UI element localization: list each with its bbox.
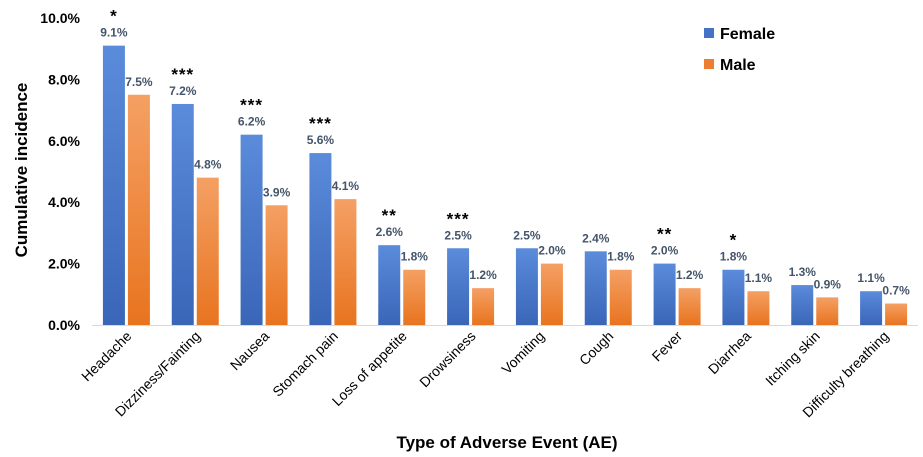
bar-female xyxy=(584,251,607,325)
y-tick-label: 2.0% xyxy=(48,256,80,272)
data-label: 1.1% xyxy=(857,271,885,285)
x-category-label: Loss of appetite xyxy=(329,328,410,409)
bar-female xyxy=(860,291,883,325)
data-label: 9.1% xyxy=(100,26,128,40)
bar-male xyxy=(816,297,839,325)
data-label: 1.1% xyxy=(745,271,773,285)
bar-female xyxy=(653,263,676,325)
significance-marker: * xyxy=(730,231,738,250)
bar-female xyxy=(722,269,745,325)
bar-male xyxy=(403,269,426,325)
data-label: 2.6% xyxy=(376,225,404,239)
legend-label-male: Male xyxy=(720,57,756,74)
bar-female xyxy=(447,248,470,325)
bar-female xyxy=(102,45,125,325)
bar-male xyxy=(334,199,357,325)
data-label: 2.0% xyxy=(538,244,566,258)
bars xyxy=(102,45,908,326)
significance-marker: ** xyxy=(657,225,672,244)
data-label: 3.9% xyxy=(263,185,291,199)
data-label: 7.5% xyxy=(125,75,153,89)
y-tick-label: 4.0% xyxy=(48,194,80,210)
x-category-label: Stomach pain xyxy=(269,328,341,400)
x-category-label: Nausea xyxy=(227,328,273,374)
data-label: 1.8% xyxy=(720,250,748,264)
significance-marker: *** xyxy=(240,96,263,115)
data-label: 2.4% xyxy=(582,231,610,245)
data-label: 2.0% xyxy=(651,244,679,258)
data-label: 1.3% xyxy=(789,265,817,279)
bar-female xyxy=(240,134,263,325)
bar-female xyxy=(378,245,401,325)
legend: Female Male xyxy=(704,26,775,74)
significance-marker: * xyxy=(110,7,118,26)
bar-female xyxy=(515,248,538,325)
significance-marker: *** xyxy=(171,65,194,84)
bar-female xyxy=(171,103,194,326)
bar-male xyxy=(885,303,908,325)
bar-male xyxy=(265,205,288,325)
x-category-label: Itching skin xyxy=(762,328,823,389)
significance-marker: *** xyxy=(447,209,470,228)
legend-swatch-male xyxy=(704,59,714,69)
bar-female xyxy=(791,285,814,325)
data-label: 2.5% xyxy=(444,228,472,242)
bar-male xyxy=(678,288,701,325)
bar-male xyxy=(196,177,219,325)
data-label: 1.8% xyxy=(607,250,635,264)
bar-male xyxy=(127,94,150,325)
y-tick-label: 6.0% xyxy=(48,133,80,149)
bar-male xyxy=(540,263,563,325)
x-category-label: Cough xyxy=(576,328,616,368)
data-label: 5.6% xyxy=(307,133,335,147)
data-label: 0.7% xyxy=(882,284,910,298)
significance-marker: ** xyxy=(382,206,397,225)
y-axis: 0.0% 2.0% 4.0% 6.0% 8.0% 10.0% xyxy=(40,10,918,333)
significance-marker: *** xyxy=(309,114,332,133)
bar-female xyxy=(309,153,332,325)
y-axis-title: Cumulative incidence xyxy=(12,83,31,258)
data-label: 1.2% xyxy=(676,268,704,282)
data-label: 6.2% xyxy=(238,115,266,129)
data-label: 7.2% xyxy=(169,84,197,98)
data-labels: 9.1%7.5%*7.2%4.8%***6.2%3.9%***5.6%4.1%*… xyxy=(100,7,910,298)
x-axis-title: Type of Adverse Event (AE) xyxy=(396,433,617,452)
data-label: 0.9% xyxy=(814,277,842,291)
y-tick-label: 0.0% xyxy=(48,317,80,333)
bar-male xyxy=(472,288,495,325)
x-category-label: Diarrhea xyxy=(705,328,754,377)
bar-male xyxy=(609,269,632,325)
x-category-label: Headache xyxy=(78,328,135,385)
data-label: 1.2% xyxy=(469,268,497,282)
y-tick-label: 8.0% xyxy=(48,71,80,87)
legend-label-female: Female xyxy=(720,26,775,43)
bar-male xyxy=(747,291,770,325)
data-label: 1.8% xyxy=(401,250,429,264)
x-category-label: Drowsiness xyxy=(416,328,478,390)
data-label: 2.5% xyxy=(513,228,541,242)
data-label: 4.8% xyxy=(194,158,222,172)
data-label: 4.1% xyxy=(332,179,360,193)
legend-swatch-female xyxy=(704,28,714,38)
x-category-label: Fever xyxy=(649,328,686,365)
x-category-label: Vomiting xyxy=(498,328,547,377)
y-tick-label: 10.0% xyxy=(40,10,80,26)
